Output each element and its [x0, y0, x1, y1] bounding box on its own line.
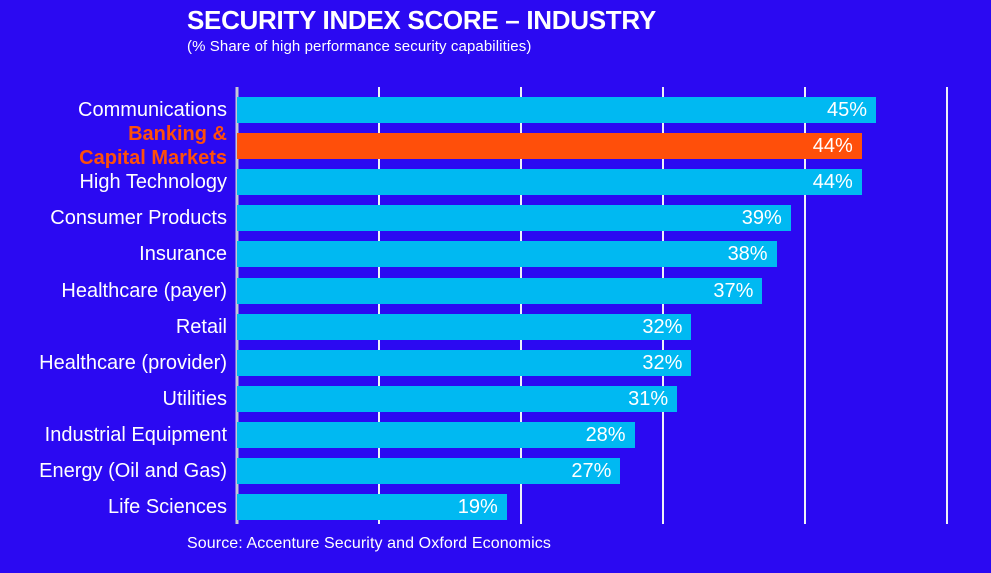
- gridline-30pct: [662, 87, 664, 524]
- chart-row: Industrial Equipment 28%: [0, 417, 991, 453]
- bar: 39%: [237, 205, 791, 232]
- bar: 32%: [237, 349, 692, 376]
- bar-track: 44%: [237, 133, 947, 160]
- category-label: Energy (Oil and Gas): [39, 459, 227, 482]
- chart-row: Utilities 31%: [0, 381, 991, 417]
- bar-track: 37%: [237, 277, 947, 304]
- category-label: Healthcare (provider): [39, 351, 227, 374]
- value-label: 27%: [571, 459, 612, 482]
- chart-row: High Technology 44%: [0, 164, 991, 200]
- chart-row: Energy (Oil and Gas) 27%: [0, 453, 991, 489]
- chart-title: SECURITY INDEX SCORE – INDUSTRY: [187, 5, 656, 35]
- value-label: 44%: [812, 171, 853, 194]
- value-label: 32%: [642, 351, 683, 374]
- chart-subtitle: (% Share of high performance security ca…: [187, 38, 532, 55]
- source-note: Source: Accenture Security and Oxford Ec…: [187, 535, 551, 552]
- bar: 27%: [237, 457, 621, 484]
- category-label: Utilities: [162, 387, 227, 410]
- chart-row: Communications 45%: [0, 92, 991, 128]
- bar: 44%: [237, 169, 862, 196]
- chart-row: Healthcare (provider) 32%: [0, 345, 991, 381]
- bar: 37%: [237, 277, 763, 304]
- gridlines: [235, 87, 948, 524]
- category-label: Banking & Capital Markets: [79, 123, 227, 170]
- bar: 44%: [237, 133, 862, 160]
- chart-header: SECURITY INDEX SCORE – INDUSTRY (% Share…: [187, 5, 967, 56]
- bar: 28%: [237, 421, 635, 448]
- category-label: Communications: [78, 99, 227, 122]
- chart-row: Consumer Products 39%: [0, 200, 991, 236]
- bar: 19%: [237, 494, 507, 521]
- value-label: 19%: [457, 496, 498, 519]
- category-label: Healthcare (payer): [61, 279, 227, 302]
- gridline-20pct: [520, 87, 522, 524]
- bar-track: 45%: [237, 97, 947, 124]
- chart-row: Life Sciences 19%: [0, 489, 991, 525]
- bar-track: 39%: [237, 205, 947, 232]
- category-label: Industrial Equipment: [44, 423, 227, 446]
- bar: 45%: [237, 97, 876, 124]
- bar-track: 32%: [237, 349, 947, 376]
- y-axis-line: [235, 87, 239, 524]
- chart-row: Healthcare (payer) 37%: [0, 272, 991, 308]
- bar: 38%: [237, 241, 777, 268]
- value-label: 44%: [812, 135, 853, 158]
- bar: 32%: [237, 313, 692, 340]
- bar-chart: Communications 45% Banking & Capital Mar…: [0, 92, 991, 525]
- chart-row: Banking & Capital Markets 44%: [0, 123, 991, 169]
- value-label: 39%: [741, 207, 782, 230]
- bar-track: 38%: [237, 241, 947, 268]
- chart-row: Insurance 38%: [0, 236, 991, 272]
- bar-track: 27%: [237, 457, 947, 484]
- bar-track: 28%: [237, 421, 947, 448]
- gridline-50pct: [946, 87, 948, 524]
- bar-track: 32%: [237, 313, 947, 340]
- chart-row: Retail 32%: [0, 309, 991, 345]
- bar-track: 31%: [237, 385, 947, 412]
- category-label: Life Sciences: [108, 496, 227, 519]
- bar-track: 19%: [237, 494, 947, 521]
- category-label: Insurance: [139, 243, 227, 266]
- value-label: 31%: [628, 387, 669, 410]
- value-label: 32%: [642, 315, 683, 338]
- value-label: 38%: [727, 243, 768, 266]
- value-label: 28%: [585, 423, 626, 446]
- bar: 31%: [237, 385, 678, 412]
- value-label: 37%: [713, 279, 754, 302]
- category-label: Consumer Products: [50, 207, 227, 230]
- category-label: Retail: [175, 315, 227, 338]
- bar-track: 44%: [237, 169, 947, 196]
- category-label: High Technology: [79, 171, 227, 194]
- gridline-40pct: [804, 87, 806, 524]
- value-label: 45%: [826, 99, 867, 122]
- gridline-10pct: [378, 87, 380, 524]
